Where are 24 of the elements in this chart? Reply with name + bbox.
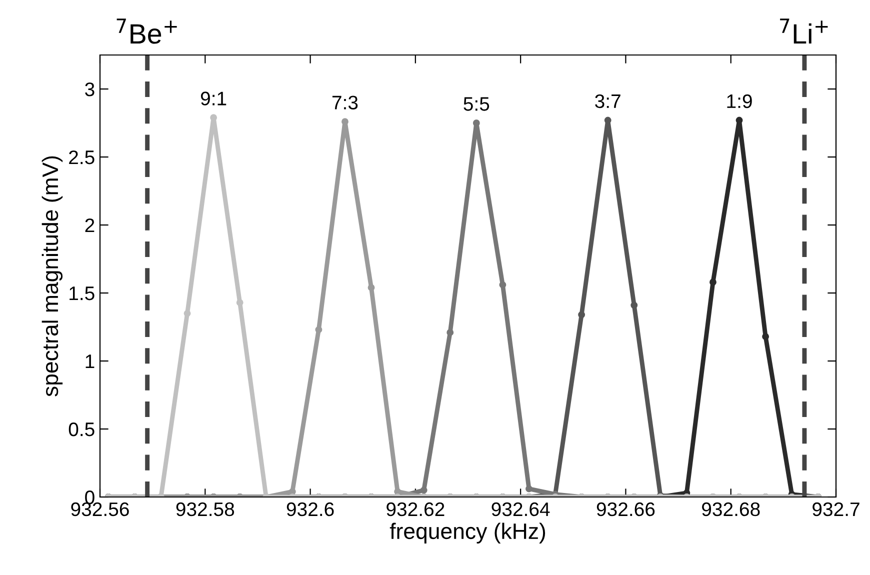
- y-tick-label: 1: [86, 354, 94, 368]
- ref-line-label: $^{7}$Li$^{+}$: [780, 18, 828, 44]
- series-label: 5:5: [464, 97, 490, 111]
- x-tick-label: 932.6: [286, 502, 334, 516]
- y-tick-label: 3: [85, 82, 94, 96]
- y-tick-label: 0: [85, 490, 94, 504]
- x-tick-label: 932.58: [176, 502, 234, 516]
- y-tick-label: 2.5: [69, 150, 94, 164]
- y-tick-label: 1.5: [70, 286, 94, 300]
- x-axis-title: frequency (kHz): [390, 522, 546, 544]
- series-label: 3:7: [595, 94, 620, 108]
- ref-line-label: $^{7}$Be$^{+}$: [116, 18, 177, 44]
- x-tick-label: 932.68: [702, 502, 760, 516]
- y-tick-label: 2: [85, 218, 94, 232]
- series-label: 7:3: [332, 96, 358, 110]
- x-tick-label: 932.56: [71, 502, 129, 516]
- x-tick-label: 932.62: [386, 502, 444, 516]
- x-tick-label: 932.66: [596, 502, 655, 516]
- y-tick-label: 0.5: [68, 422, 94, 436]
- series-label: 1:9: [727, 94, 752, 108]
- x-tick-label: 932.64: [492, 502, 550, 516]
- x-tick-label: 932.7: [812, 502, 860, 516]
- series-label: 9:1: [200, 92, 226, 106]
- y-axis-title: spectral magnitude (mV): [42, 156, 63, 396]
